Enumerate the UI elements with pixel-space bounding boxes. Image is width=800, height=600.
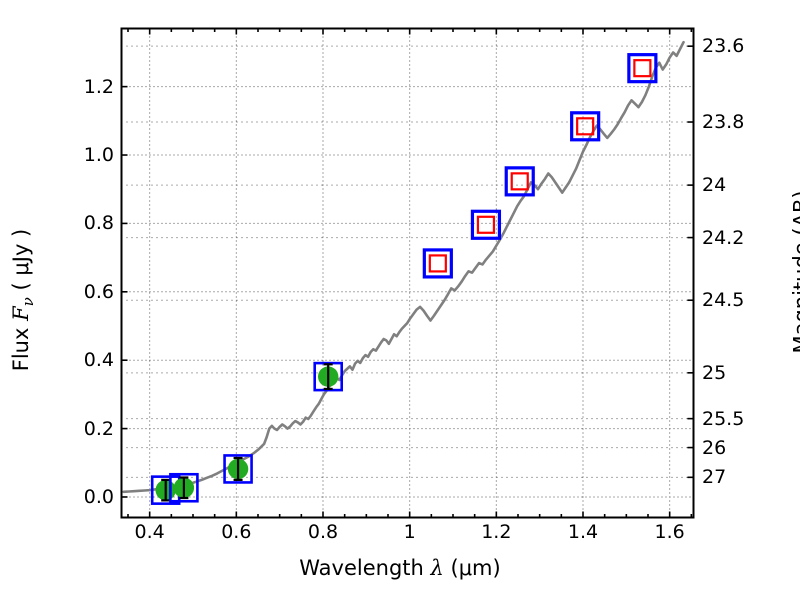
- y2-tick-label: 24: [702, 174, 727, 197]
- y2-tick-label: 26: [702, 436, 727, 459]
- photometry-marker-inner-square[interactable]: [510, 172, 529, 191]
- photometry-marker-inner-square[interactable]: [476, 215, 496, 234]
- photometry-marker-inner-square[interactable]: [428, 254, 447, 273]
- photometry-marker-inner-square[interactable]: [576, 117, 595, 136]
- plot-background: [121, 28, 694, 518]
- y-tick-label: 1.2: [83, 75, 114, 98]
- y-tick-label: 0.2: [83, 417, 114, 440]
- x-tick-label: 0.8: [307, 521, 339, 543]
- y-tick-label: 0.6: [83, 280, 114, 303]
- x-tick-label: 1.4: [567, 521, 599, 543]
- x-axis-title-variable: λ: [430, 556, 444, 580]
- photometry-marker-inner-square[interactable]: [633, 59, 652, 78]
- x-tick-label: 0.4: [134, 521, 165, 543]
- y2-tick-label: 24.5: [702, 289, 745, 312]
- photometry-marker-outer-square[interactable]: [313, 361, 344, 392]
- photometry-marker-outer-square[interactable]: [169, 472, 199, 503]
- photometry-marker-outer-square[interactable]: [627, 53, 658, 84]
- y2-tick-label: 24.2: [702, 226, 745, 249]
- x-tick-label: 1.2: [481, 521, 512, 543]
- x-tick-label: 0.6: [221, 521, 252, 543]
- x-axis-title: Wavelength λ (μm): [0, 556, 800, 580]
- y2-tick-label: 25: [702, 361, 727, 384]
- axes-frame: [120, 27, 695, 519]
- y2-tick-label: 23.8: [702, 111, 745, 134]
- spectrum-curve: [122, 40, 685, 494]
- x-tick-label: 1.6: [654, 521, 685, 543]
- photometry-marker-outer-square[interactable]: [570, 111, 601, 142]
- y2-tick-label: 25.5: [702, 407, 745, 430]
- y-tick-label: 0.0: [83, 485, 114, 508]
- y2-tick-label: 23.6: [702, 35, 745, 58]
- y-tick-label: 1.0: [83, 144, 114, 167]
- y-tick-label: 0.4: [83, 349, 114, 372]
- x-axis-title-suffix: (μm): [443, 556, 501, 580]
- y2-tick-label: 27: [702, 466, 727, 489]
- x-tick-label: 1: [403, 521, 416, 543]
- x-axis-title-prefix: Wavelength: [299, 556, 431, 580]
- y-tick-label: 0.8: [83, 212, 114, 235]
- photometry-marker-outer-square[interactable]: [470, 209, 502, 240]
- photometry-marker-outer-square[interactable]: [504, 166, 535, 197]
- photometry-marker-outer-square[interactable]: [422, 248, 453, 279]
- photometry-marker-outer-square[interactable]: [223, 454, 253, 484]
